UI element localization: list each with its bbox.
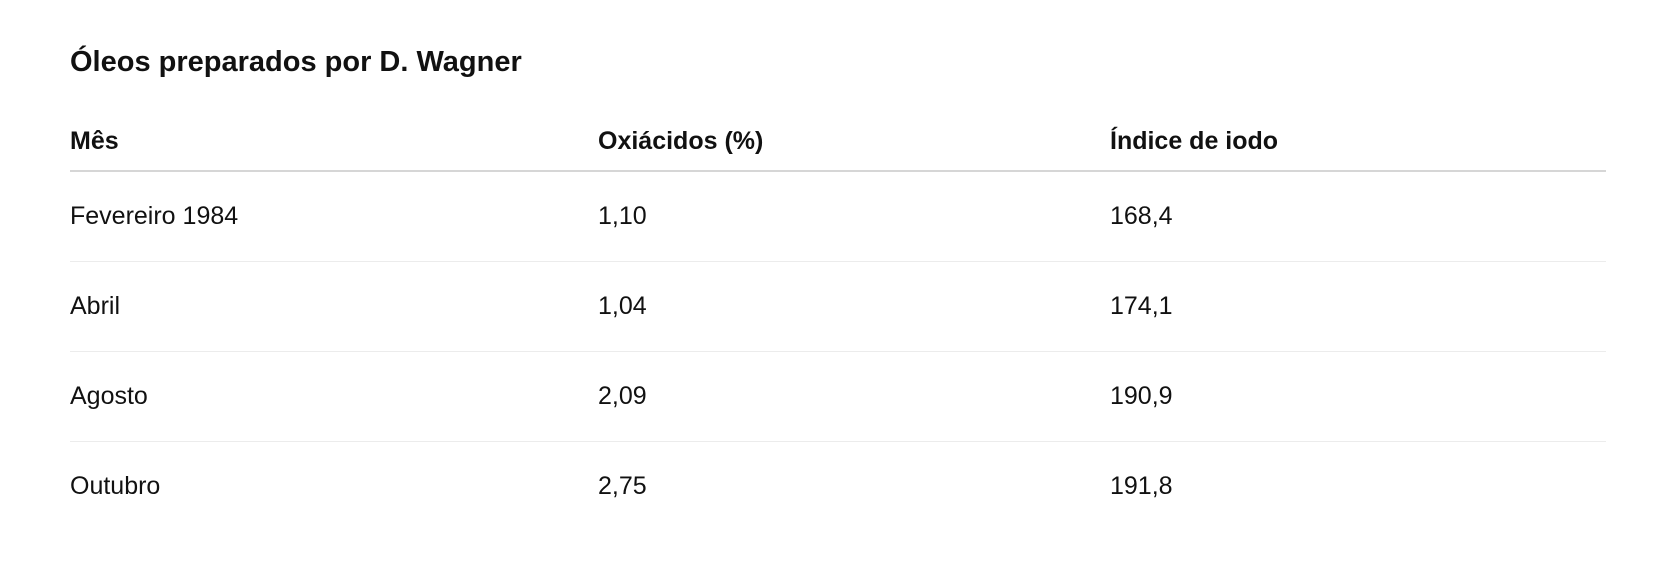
cell-iodine-index: 190,9 bbox=[1110, 351, 1606, 442]
cell-iodine-index: 191,8 bbox=[1110, 472, 1173, 500]
cell-month: Agosto bbox=[70, 351, 598, 442]
table-row: Fevereiro 1984 1,10 168,4 bbox=[70, 171, 1606, 262]
cell-oxyacids: 1,10 bbox=[598, 171, 1110, 262]
cell-month: Fevereiro 1984 bbox=[70, 171, 598, 262]
table-row: Outubro 2,75 191,8 bbox=[70, 442, 1606, 532]
cell-month: Abril bbox=[70, 261, 598, 352]
table-row: Abril 1,04 174,1 bbox=[70, 261, 1606, 352]
cell-oxyacids: 2,75 bbox=[598, 472, 647, 500]
column-header-month: Mês bbox=[70, 112, 598, 172]
column-header-oxyacids: Oxiácidos (%) bbox=[598, 112, 1110, 172]
cell-iodine-index: 174,1 bbox=[1110, 261, 1606, 352]
cell-oxyacids: 1,04 bbox=[598, 261, 1110, 352]
column-header-iodine-index: Índice de iodo bbox=[1110, 112, 1606, 172]
data-table: Mês Oxiácidos (%) Índice de iodo Feverei… bbox=[70, 112, 1606, 531]
table-title: Óleos preparados por D. Wagner bbox=[70, 46, 522, 78]
header-row: Mês Oxiácidos (%) Índice de iodo bbox=[70, 112, 1606, 172]
table-row: Agosto 2,09 190,9 bbox=[70, 351, 1606, 442]
cell-month: Outubro bbox=[70, 472, 161, 500]
cell-oxyacids: 2,09 bbox=[598, 351, 1110, 442]
cell-iodine-index: 168,4 bbox=[1110, 171, 1606, 262]
